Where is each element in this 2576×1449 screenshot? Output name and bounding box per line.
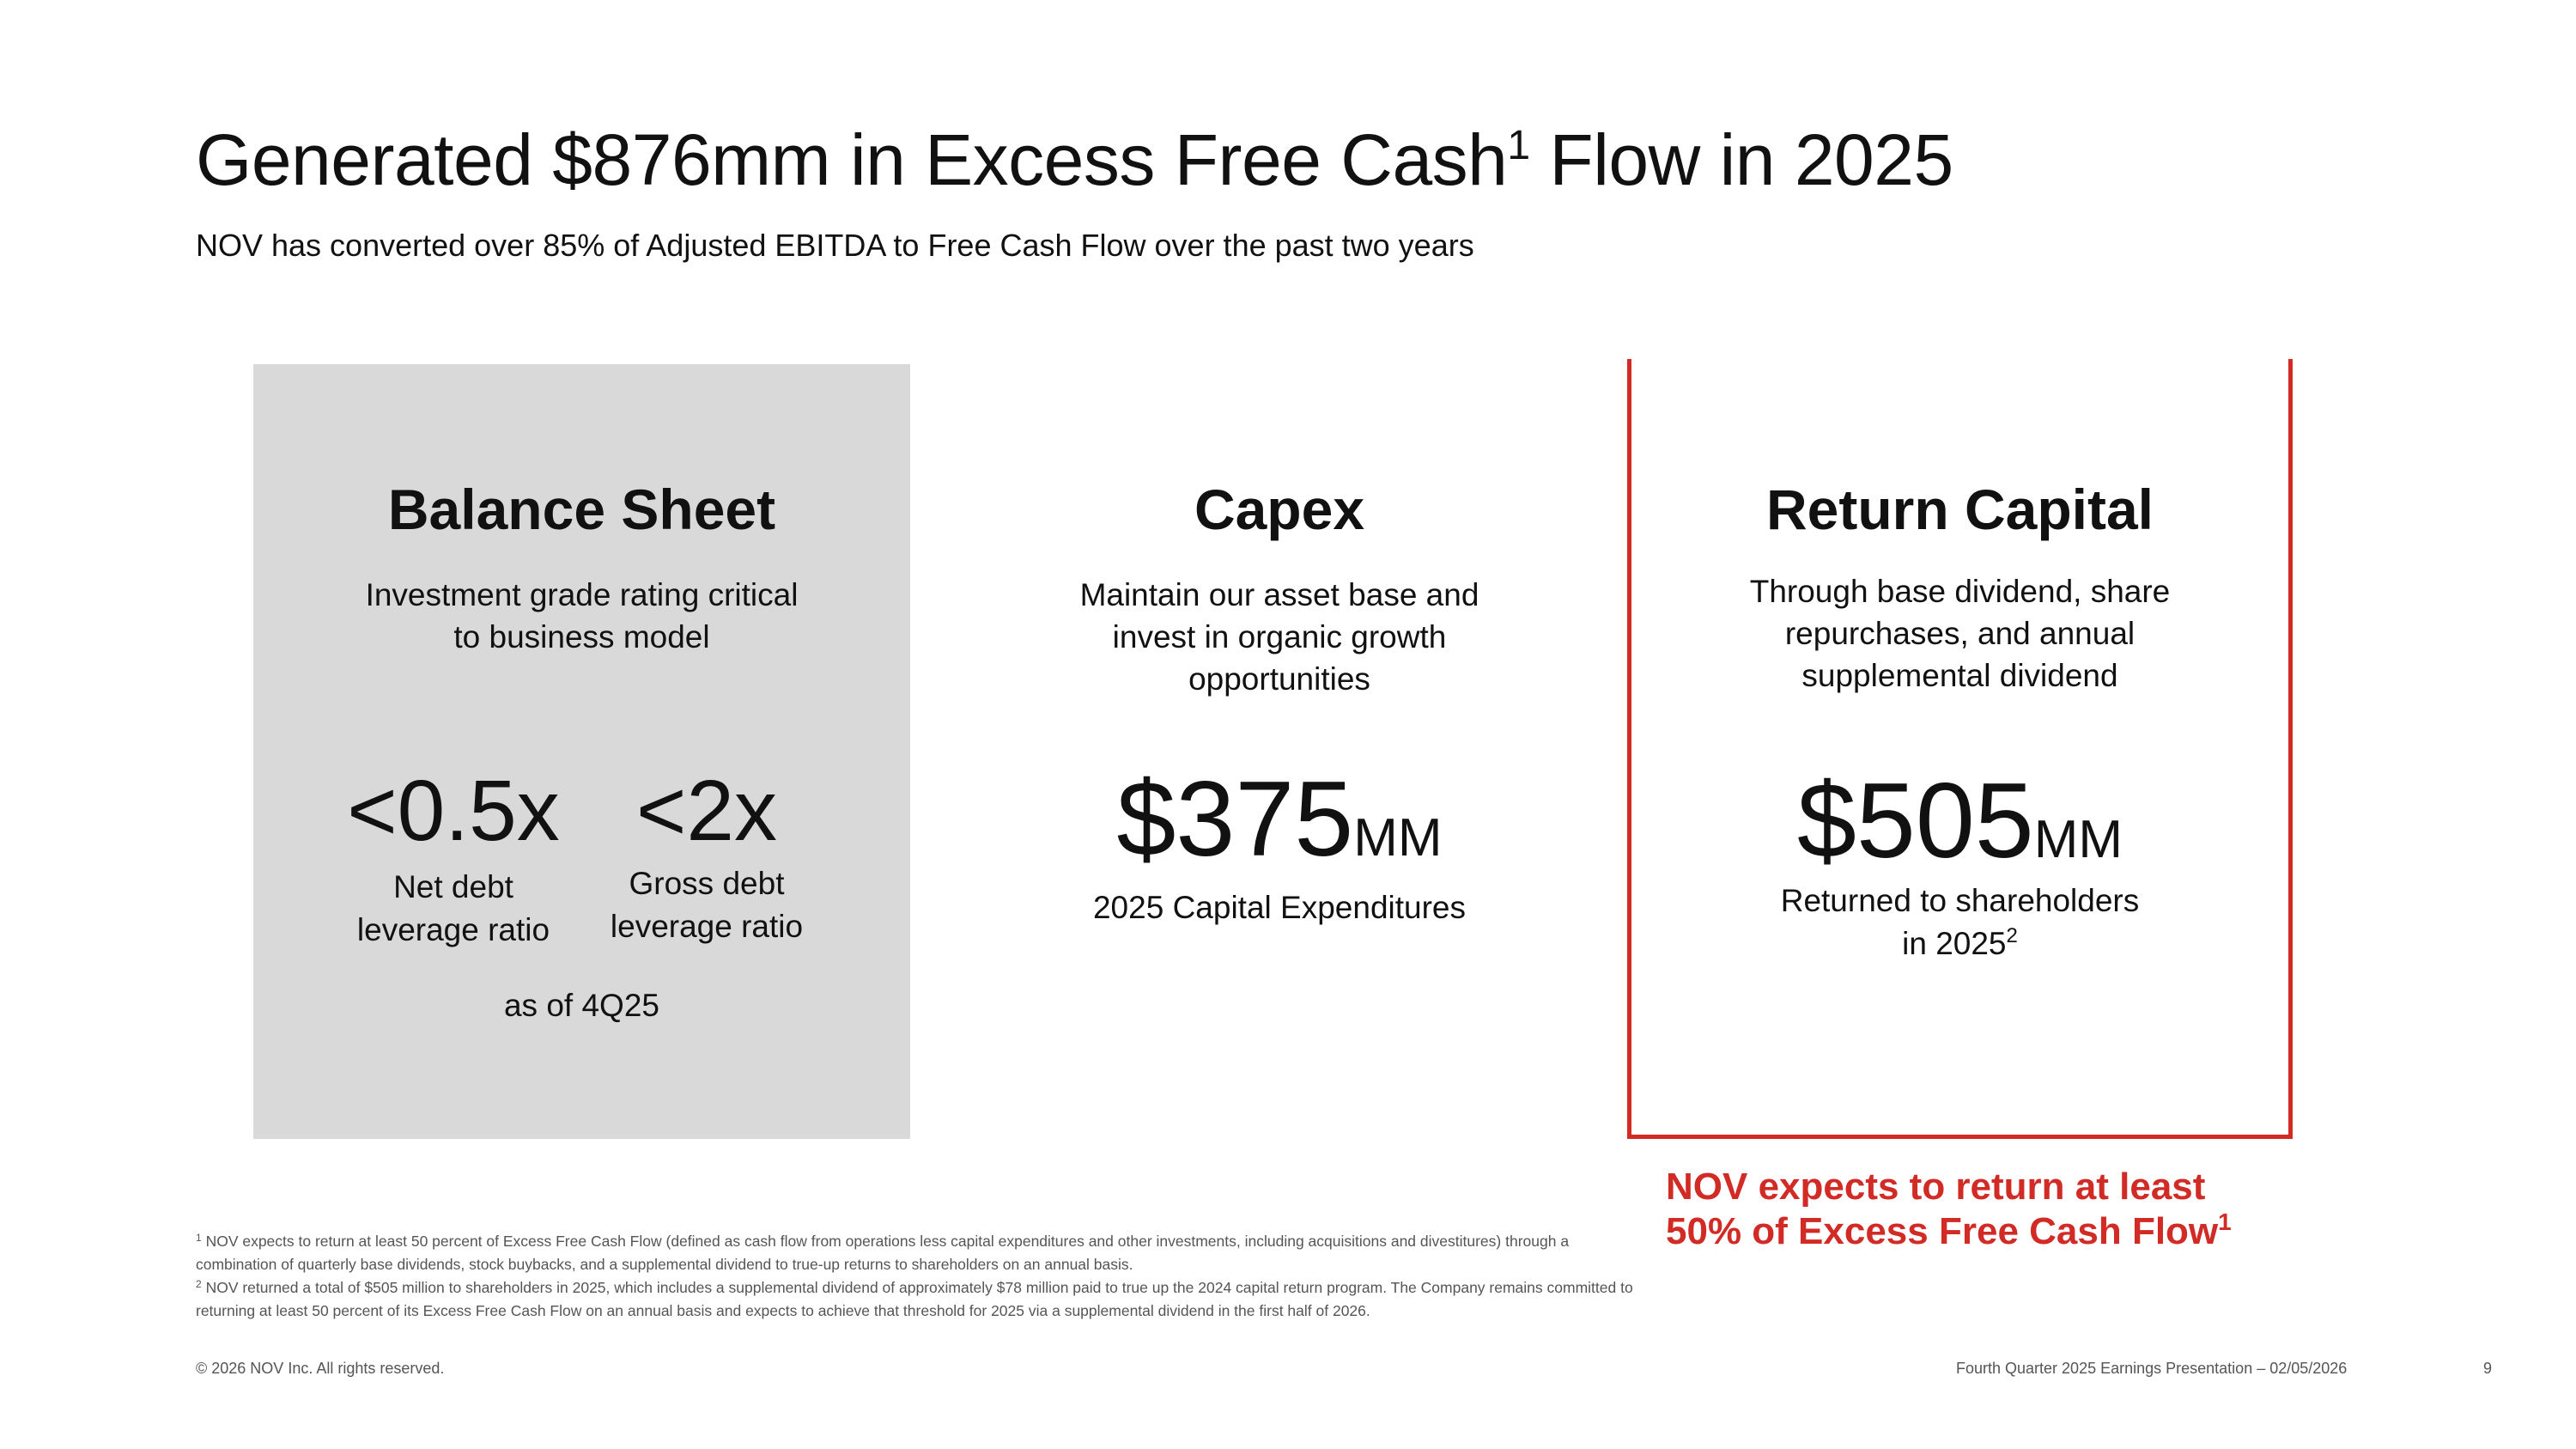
- return-capital-panel: Return Capital Through base dividend, sh…: [1627, 359, 2293, 1139]
- callout-line: 50% of Excess Free Cash Flow1: [1666, 1209, 2232, 1254]
- capex-panel: Capex Maintain our asset base and invest…: [979, 364, 1580, 1139]
- footnote-text: NOV expects to return at least 50 percen…: [196, 1233, 1570, 1273]
- capex-desc-line: Maintain our asset base and: [1079, 577, 1479, 612]
- net-debt-label-line: Net debt: [393, 869, 513, 904]
- return-capital-heading: Return Capital: [1765, 478, 2154, 541]
- callout-line: NOV expects to return at least: [1666, 1166, 2206, 1208]
- gross-debt-value: <2x: [635, 763, 777, 859]
- return-capital-label-line: in 20252: [1631, 922, 2288, 965]
- balance-sheet-description: Investment grade rating critical to busi…: [253, 574, 910, 658]
- footnote-marker: 2: [196, 1278, 202, 1290]
- footnote-text: NOV returned a total of $505 million to …: [196, 1279, 1633, 1319]
- balance-sheet-panel: Balance Sheet Investment grade rating cr…: [253, 364, 910, 1139]
- title-footnote-marker: 1: [1507, 123, 1530, 168]
- return-capital-label-year: in 2025: [1902, 926, 2007, 961]
- balance-sheet-desc-line: Investment grade rating critical: [365, 577, 799, 612]
- copyright: © 2026 NOV Inc. All rights reserved.: [196, 1360, 445, 1377]
- capex-desc-line: opportunities: [1188, 661, 1370, 697]
- capex-label: 2025 Capital Expenditures: [1092, 890, 1466, 925]
- net-debt-metric: <0.5x Net debt leverage ratio: [325, 768, 582, 952]
- gross-debt-label-line: leverage ratio: [610, 909, 804, 944]
- capex-desc-line: invest in organic growth: [1112, 619, 1447, 654]
- footnote-marker: 1: [196, 1232, 202, 1244]
- footnote-marker: 2: [2006, 924, 2018, 947]
- balance-sheet-heading: Balance Sheet: [387, 478, 776, 541]
- return-capital-value: $505: [1796, 762, 2034, 880]
- footnote-marker: 1: [2218, 1209, 2232, 1235]
- capex-description: Maintain our asset base and invest in or…: [979, 574, 1580, 700]
- footnote: 2 NOV returned a total of $505 million t…: [196, 1276, 1638, 1323]
- net-debt-label: Net debt leverage ratio: [325, 866, 582, 952]
- return-capital-desc-line: repurchases, and annual: [1784, 616, 2136, 651]
- gross-debt-label-line: Gross debt: [629, 866, 785, 901]
- return-capital-desc-line: supplemental dividend: [1801, 658, 2118, 693]
- page-subtitle: NOV has converted over 85% of Adjusted E…: [196, 228, 1474, 263]
- capex-figure: $375MM: [979, 766, 1580, 873]
- gross-debt-metric: <2x Gross debt leverage ratio: [578, 768, 835, 948]
- page-title: Generated $876mm in Excess Free Cash1 Fl…: [196, 124, 1953, 196]
- return-expectation-callout: NOV expects to return at least 50% of Ex…: [1666, 1165, 2232, 1254]
- footnotes: 1 NOV expects to return at least 50 perc…: [196, 1230, 1638, 1323]
- capex-heading: Capex: [1194, 478, 1365, 541]
- title-main: Generated $876mm in Excess Free Cash: [196, 119, 1508, 200]
- footnote: 1 NOV expects to return at least 50 perc…: [196, 1230, 1638, 1276]
- return-capital-unit: MM: [2033, 810, 2123, 869]
- return-capital-figure: $505MM: [1631, 768, 2288, 874]
- net-debt-value: <0.5x: [347, 763, 560, 859]
- presentation-info: Fourth Quarter 2025 Earnings Presentatio…: [1956, 1360, 2348, 1377]
- return-capital-label-line: Returned to shareholders: [1780, 883, 2140, 918]
- capex-value: $375: [1116, 760, 1354, 879]
- return-capital-label: Returned to shareholders in 20252: [1631, 880, 2288, 965]
- return-capital-desc-line: Through base dividend, share: [1749, 574, 2171, 609]
- net-debt-label-line: leverage ratio: [356, 912, 550, 947]
- balance-sheet-desc-line: to business model: [453, 619, 710, 654]
- return-capital-description: Through base dividend, share repurchases…: [1631, 570, 2288, 697]
- page-number: 9: [2483, 1360, 2493, 1377]
- title-tail: Flow in 2025: [1529, 119, 1953, 200]
- capex-unit: MM: [1353, 808, 1443, 868]
- callout-line-text: 50% of Excess Free Cash Flow: [1666, 1210, 2219, 1252]
- gross-debt-label: Gross debt leverage ratio: [578, 862, 835, 948]
- as-of-label: as of 4Q25: [503, 988, 659, 1023]
